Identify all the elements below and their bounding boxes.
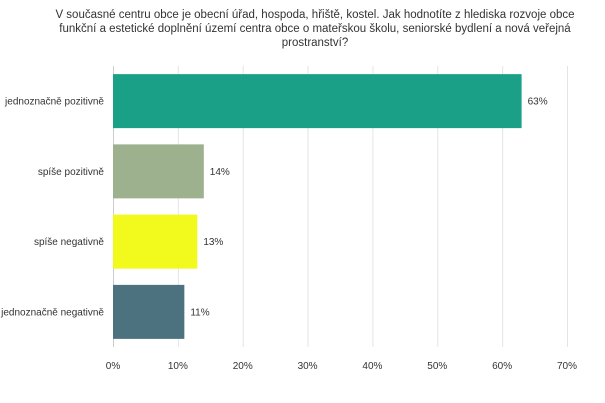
category-label: jednoznačně negativně: [0, 307, 104, 318]
value-label: 11%: [190, 307, 209, 318]
value-label: 14%: [210, 167, 230, 178]
labels: 0% 10% 20% 30% 40% 50% 60% 70% jednoznačně pozit…: [0, 97, 577, 372]
x-tick-label: 40%: [362, 361, 382, 372]
x-tick-label: 10%: [168, 361, 188, 372]
bars: [113, 74, 522, 339]
chart-title: V současné centru obce je obecní úřad, h…: [55, 9, 575, 49]
value-label: 13%: [203, 237, 223, 248]
x-tick-label: 60%: [492, 361, 512, 372]
x-tick-label: 20%: [233, 361, 253, 372]
category-label: spíše negativně: [34, 237, 104, 248]
bar: [113, 74, 522, 129]
category-label: jednoznačně pozitivně: [4, 97, 104, 108]
bar: [113, 144, 204, 199]
x-tick-label: 50%: [427, 361, 447, 372]
category-label: spíše pozitivně: [38, 167, 105, 178]
bar: [113, 284, 185, 339]
bar: [113, 214, 198, 269]
x-tick-label: 0%: [106, 361, 121, 372]
value-label: 63%: [528, 97, 548, 108]
x-tick-label: 70%: [557, 361, 577, 372]
x-tick-label: 30%: [298, 361, 318, 372]
